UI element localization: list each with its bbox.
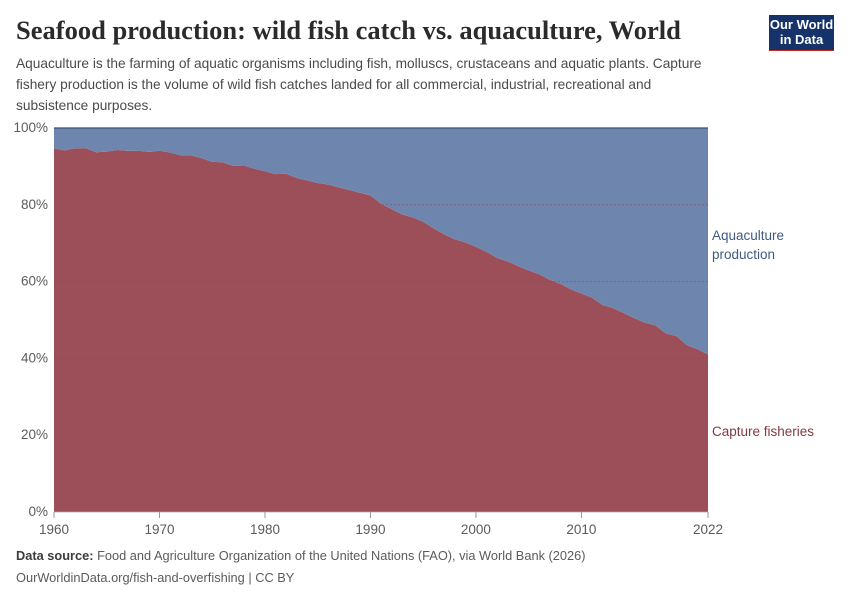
svg-text:80%: 80% xyxy=(21,197,48,212)
svg-text:2022: 2022 xyxy=(693,522,723,537)
svg-text:2000: 2000 xyxy=(461,522,491,537)
svg-text:60%: 60% xyxy=(21,274,48,289)
svg-text:1990: 1990 xyxy=(355,522,385,537)
svg-text:2010: 2010 xyxy=(566,522,596,537)
svg-text:40%: 40% xyxy=(21,350,48,365)
svg-text:100%: 100% xyxy=(13,120,48,135)
svg-text:0%: 0% xyxy=(28,504,48,519)
svg-text:1970: 1970 xyxy=(144,522,174,537)
svg-text:1960: 1960 xyxy=(39,522,69,537)
svg-text:1980: 1980 xyxy=(250,522,280,537)
svg-text:20%: 20% xyxy=(21,427,48,442)
